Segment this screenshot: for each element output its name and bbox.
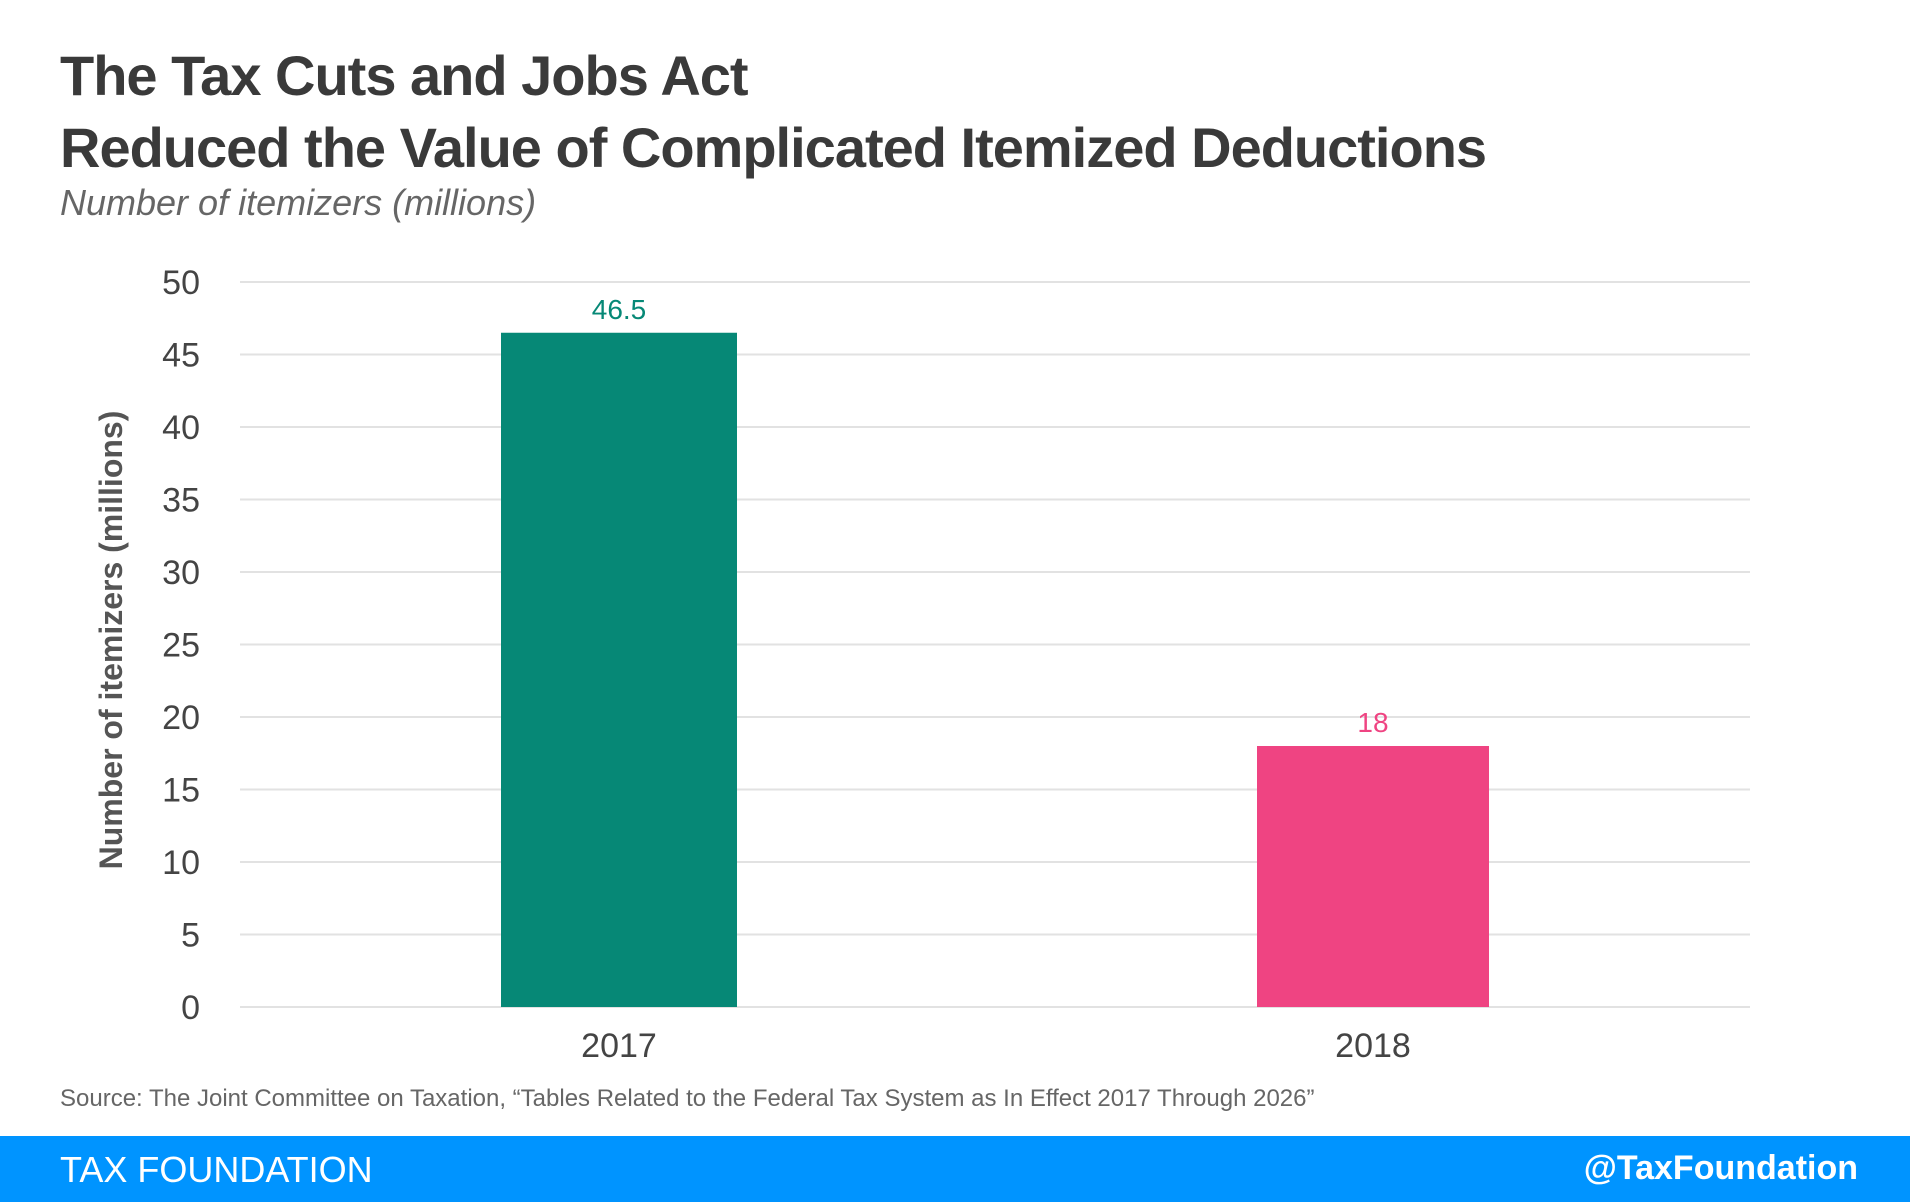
- source-note: Source: The Joint Committee on Taxation,…: [60, 1085, 1315, 1112]
- footer-bar: TAX FOUNDATION @TaxFoundation: [0, 1136, 1910, 1202]
- y-tick-label: 50: [162, 264, 200, 302]
- y-tick-labels: 0 5 10 15 20 25 30 35 40 45 50: [162, 264, 200, 1027]
- chart-title: The Tax Cuts and Jobs Act Reduced the Va…: [60, 40, 1487, 184]
- title-line-2: Reduced the Value of Complicated Itemize…: [60, 116, 1487, 179]
- data-labels: 46.5 18: [592, 294, 1389, 738]
- x-tick-label: 2017: [581, 1027, 657, 1065]
- bar-chart: 0 5 10 15 20 25 30 35 40 45 50 46.5 18 2017 2018 Num…: [93, 264, 1750, 1065]
- y-axis-label: Number of itemizers (millions): [93, 411, 129, 870]
- y-tick-label: 25: [162, 627, 200, 665]
- footer-handle[interactable]: @TaxFoundation: [1583, 1149, 1858, 1187]
- y-tick-label: 40: [162, 409, 200, 447]
- gridlines: [240, 281, 1750, 1008]
- bar-2018: [1257, 746, 1489, 1007]
- footer-brand: TAX FOUNDATION: [60, 1149, 373, 1190]
- x-tick-label: 2018: [1335, 1027, 1411, 1065]
- bars: [501, 332, 1489, 1007]
- title-line-1: The Tax Cuts and Jobs Act: [60, 44, 749, 107]
- y-tick-label: 10: [162, 844, 200, 882]
- y-tick-label: 20: [162, 699, 200, 737]
- y-tick-label: 30: [162, 554, 200, 592]
- y-tick-label: 45: [162, 337, 200, 375]
- y-tick-label: 35: [162, 482, 200, 520]
- chart-subtitle: Number of itemizers (millions): [60, 182, 537, 223]
- y-tick-label: 5: [181, 917, 200, 955]
- x-tick-labels: 2017 2018: [581, 1027, 1411, 1065]
- data-label: 18: [1357, 707, 1388, 738]
- y-tick-label: 15: [162, 772, 200, 810]
- y-tick-label: 0: [181, 989, 200, 1027]
- data-label: 46.5: [592, 294, 647, 325]
- bar-2017: [501, 332, 737, 1007]
